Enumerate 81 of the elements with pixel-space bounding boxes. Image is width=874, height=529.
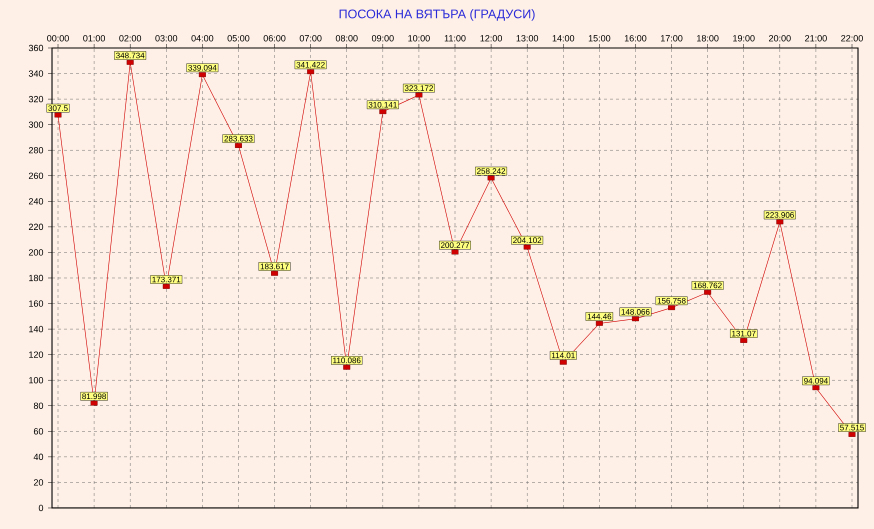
x-tick-label: 05:00: [228, 35, 250, 42]
data-label: 310.141: [368, 102, 397, 108]
x-tick-label: 03:00: [155, 35, 178, 42]
y-tick-label: 260: [28, 172, 44, 179]
x-tick-label: 01:00: [83, 35, 106, 42]
y-tick-label: 200: [28, 249, 44, 256]
data-label: 144.46: [588, 314, 612, 320]
data-label: 94.094: [804, 378, 828, 384]
x-tick-label: 13:00: [516, 35, 538, 42]
point: [560, 360, 567, 365]
data-label: 258.242: [477, 168, 506, 174]
x-tick-label: 09:00: [372, 35, 394, 42]
x-tick-label: 02:00: [119, 35, 142, 42]
data-label: 204.102: [513, 237, 542, 244]
data-label: 307.5: [48, 105, 68, 111]
x-tick-label: 08:00: [336, 35, 358, 42]
x-tick-label: 15:00: [588, 35, 610, 42]
point: [90, 400, 98, 406]
y-tick-label: 80: [34, 402, 44, 409]
point: [812, 385, 820, 390]
point: [198, 72, 206, 78]
x-tick-label: 00:00: [47, 35, 69, 42]
x-tick-label: 16:00: [624, 35, 646, 42]
y-tick-label: 360: [28, 44, 44, 52]
data-label: 148.066: [622, 309, 650, 315]
data-label: 156.758: [658, 298, 686, 304]
data-label: 110.086: [333, 358, 361, 364]
data-label: 131.07: [732, 330, 756, 336]
x-tick-label: 10:00: [408, 35, 430, 42]
y-tick-label: 120: [29, 351, 44, 358]
x-tick-label: 07:00: [300, 35, 322, 42]
data-label: 341.422: [296, 62, 325, 68]
x-tick-label: 12:00: [480, 35, 502, 42]
x-tick-label: 22:00: [841, 35, 863, 42]
x-tick-label: 14:00: [552, 35, 574, 42]
y-tick-label: 140: [29, 326, 44, 332]
data-label: 173.371: [152, 276, 180, 282]
y-tick-label: 180: [29, 274, 44, 282]
data-label: 283.633: [224, 136, 253, 142]
point: [343, 364, 350, 370]
data-label: 339.094: [188, 64, 217, 71]
point: [704, 290, 712, 295]
point: [524, 244, 531, 250]
data-label: 81.998: [82, 393, 106, 400]
y-tick-label: 160: [29, 300, 44, 307]
x-tick-label: 18:00: [697, 35, 719, 42]
point: [776, 219, 784, 224]
data-label: 168.762: [694, 282, 722, 288]
y-tick-label: 340: [28, 70, 44, 77]
y-tick-label: 60: [34, 428, 44, 435]
data-label: 323.172: [404, 85, 433, 91]
point: [848, 432, 856, 437]
y-tick-label: 300: [28, 121, 44, 128]
data-label: 223.906: [766, 212, 794, 218]
x-tick-label: 06:00: [264, 35, 286, 42]
y-tick-label: 220: [28, 224, 44, 230]
data-label: 57.515: [840, 424, 864, 430]
x-tick-label: 04:00: [191, 35, 214, 42]
x-tick-label: 21:00: [805, 35, 827, 42]
data-label: 348.734: [116, 52, 144, 58]
x-tick-label: 11:00: [444, 35, 466, 42]
y-tick-label: 280: [28, 147, 44, 154]
x-tick-label: 17:00: [660, 35, 682, 42]
chart-title: ПОСОКА НА ВЯТЪРА (ГРАДУСИ): [340, 9, 535, 21]
y-tick-label: 40: [34, 454, 44, 460]
x-tick-label: 19:00: [733, 35, 755, 42]
y-tick-label: 100: [29, 377, 44, 384]
y-tick-label: 0: [38, 504, 44, 512]
y-tick-label: 20: [34, 479, 44, 486]
data-label: 114.01: [552, 352, 575, 358]
data-label: 183.617: [260, 264, 289, 270]
x-tick-label: 20:00: [769, 35, 791, 42]
y-tick-label: 240: [28, 198, 44, 205]
point: [271, 270, 278, 276]
point: [632, 316, 639, 322]
point: [668, 305, 676, 310]
y-tick-label: 320: [28, 96, 44, 102]
point: [307, 69, 314, 74]
data-label: 200.277: [440, 242, 470, 248]
point: [126, 60, 134, 65]
point: [379, 109, 386, 114]
